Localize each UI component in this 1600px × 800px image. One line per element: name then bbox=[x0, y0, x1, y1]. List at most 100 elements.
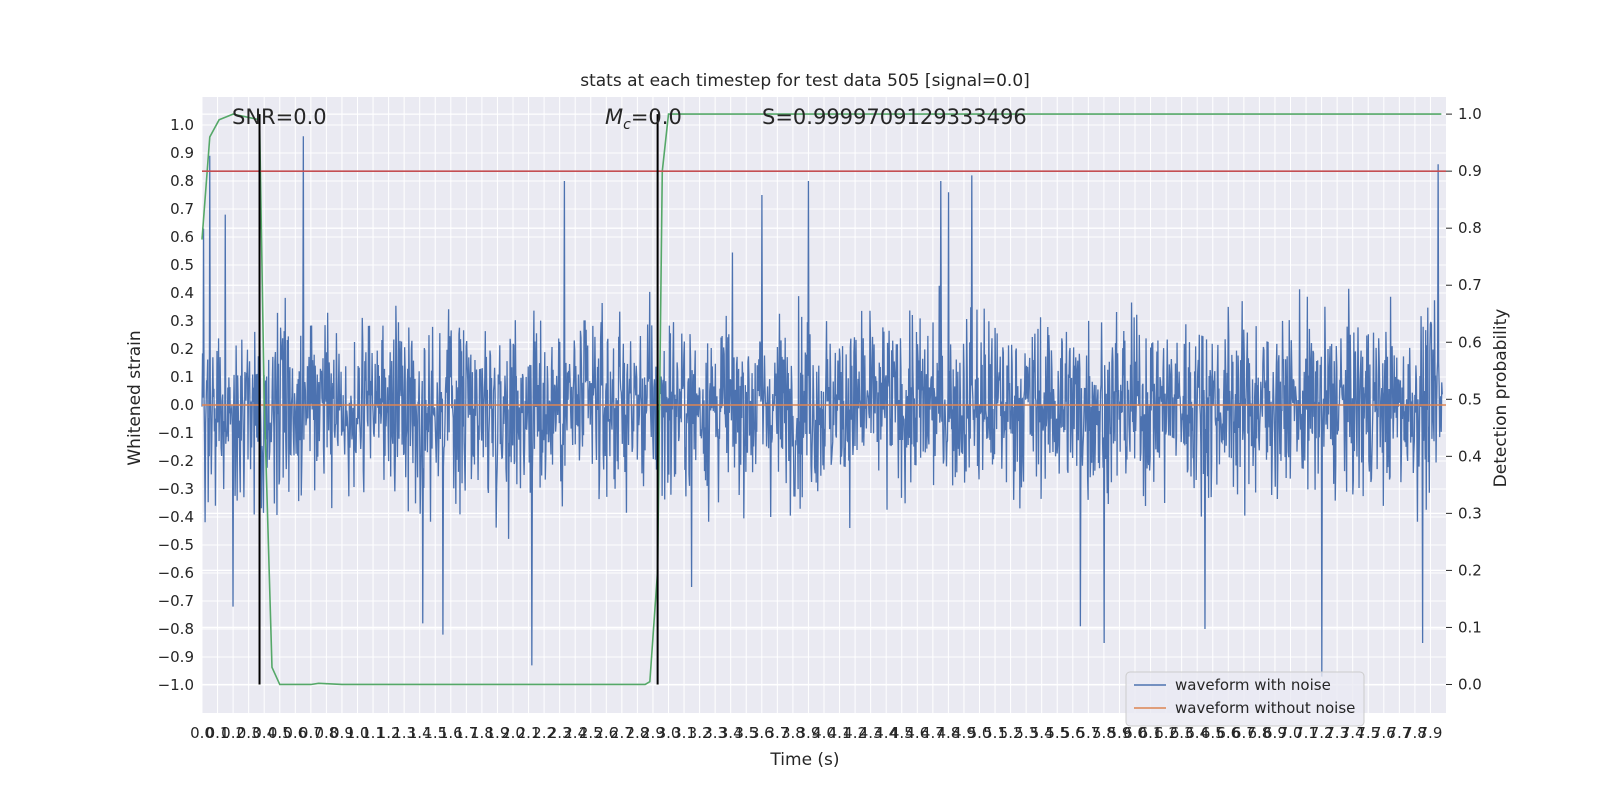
y2-tick-label: 0.8 bbox=[1458, 219, 1482, 237]
x-tick-label: 0.9 bbox=[330, 724, 354, 742]
x-tick-label: 6.9 bbox=[1263, 724, 1287, 742]
x-tick-label: 5.8 bbox=[1092, 724, 1116, 742]
x-tick-label: 7.7 bbox=[1387, 724, 1411, 742]
y-tick-label: 0.0 bbox=[170, 396, 194, 414]
x-tick-label: 2.2 bbox=[532, 724, 556, 742]
x-tick-label: 1.5 bbox=[423, 724, 447, 742]
mc-value: =0.0 bbox=[631, 105, 682, 129]
x-tick-label: 5.3 bbox=[1014, 724, 1038, 742]
x-tick-label: 6.7 bbox=[1232, 724, 1256, 742]
x-tick-label: 6.2 bbox=[1154, 724, 1178, 742]
y2-tick-label: 0.6 bbox=[1458, 333, 1482, 351]
y-tick-label: 0.3 bbox=[170, 312, 194, 330]
y-tick-label: 0.4 bbox=[170, 284, 194, 302]
x-tick-label: 5.1 bbox=[983, 724, 1007, 742]
x-tick-label: 7.8 bbox=[1403, 724, 1427, 742]
x-tick-label: 3.3 bbox=[703, 724, 727, 742]
x-tick-label: 1.2 bbox=[377, 724, 401, 742]
x-tick-label: 0.5 bbox=[268, 724, 292, 742]
y-axis-label: Whitened strain bbox=[125, 330, 145, 465]
x-tick-label: 4.0 bbox=[812, 724, 836, 742]
y2-tick-label: 0.7 bbox=[1458, 276, 1482, 294]
x-tick-label: 3.9 bbox=[797, 724, 821, 742]
y2-tick-label: 1.0 bbox=[1458, 105, 1482, 123]
x-tick-label: 0.8 bbox=[314, 724, 338, 742]
x-tick-label: 2.6 bbox=[594, 724, 618, 742]
x-tick-label: 2.5 bbox=[579, 724, 603, 742]
x-tick-label: 1.7 bbox=[454, 724, 478, 742]
x-tick-label: 4.6 bbox=[905, 724, 929, 742]
y-tick-label: 0.2 bbox=[170, 340, 194, 358]
x-tick-label: 4.2 bbox=[843, 724, 867, 742]
x-tick-label: 4.5 bbox=[890, 724, 914, 742]
y2-tick-label: 0.2 bbox=[1458, 561, 1482, 579]
y-tick-label: −0.3 bbox=[158, 480, 194, 498]
chart-title: stats at each timestep for test data 505… bbox=[580, 71, 1030, 91]
x-tick-label: 1.9 bbox=[486, 724, 510, 742]
x-tick-label: 1.6 bbox=[439, 724, 463, 742]
y2-tick-label: 0.4 bbox=[1458, 447, 1482, 465]
x-tick-label: 5.9 bbox=[1108, 724, 1132, 742]
x-tick-label: 7.5 bbox=[1356, 724, 1380, 742]
y-tick-label: −0.5 bbox=[158, 536, 194, 554]
x-tick-label: 7.4 bbox=[1341, 724, 1365, 742]
x-tick-label: 4.8 bbox=[936, 724, 960, 742]
x-tick-label: 7.1 bbox=[1294, 724, 1318, 742]
y2-tick-label: 0.0 bbox=[1458, 675, 1482, 693]
series-lines bbox=[201, 113, 1446, 686]
y-tick-label: 0.1 bbox=[170, 368, 194, 386]
x-tick-label: 0.3 bbox=[237, 724, 261, 742]
x-tick-label: 7.3 bbox=[1325, 724, 1349, 742]
mc-subscript: c bbox=[623, 117, 631, 133]
x-tick-label: 3.4 bbox=[719, 724, 743, 742]
x-tick-label: 4.9 bbox=[952, 724, 976, 742]
x-tick-label: 7.2 bbox=[1310, 724, 1334, 742]
x-tick-label: 5.2 bbox=[999, 724, 1023, 742]
x-tick-label: 4.4 bbox=[874, 724, 898, 742]
series-waveform-with-noise bbox=[201, 136, 1443, 677]
x-axis-ticks: 0.00.10.20.30.40.50.60.70.80.91.01.11.21… bbox=[190, 724, 1442, 742]
x-tick-label: 5.6 bbox=[1061, 724, 1085, 742]
y2-tick-label: 0.9 bbox=[1458, 162, 1482, 180]
x-tick-label: 7.6 bbox=[1372, 724, 1396, 742]
x-tick-label: 3.7 bbox=[765, 724, 789, 742]
s-annotation: S=0.9999709129333496 bbox=[762, 105, 1027, 129]
legend-label-waveform-without-noise: waveform without noise bbox=[1175, 699, 1355, 717]
y-tick-label: 0.8 bbox=[170, 172, 194, 190]
y-tick-label: 0.6 bbox=[170, 228, 194, 246]
y-tick-label: −0.8 bbox=[158, 620, 194, 638]
x-tick-label: 2.3 bbox=[548, 724, 572, 742]
waveform-with-noise-line bbox=[201, 136, 1443, 677]
x-tick-label: 6.0 bbox=[1123, 724, 1147, 742]
x-tick-label: 0.4 bbox=[252, 724, 276, 742]
x-tick-label: 2.0 bbox=[501, 724, 525, 742]
y2-axis-ticks: 1.0 0.9 0.8 0.7 0.6 0.5 0.4 0.3 0.2 0.1 0.0 bbox=[1446, 105, 1482, 693]
y2-tick-label: 0.1 bbox=[1458, 618, 1482, 636]
x-tick-label: 0.2 bbox=[221, 724, 245, 742]
x-tick-label: 7.0 bbox=[1279, 724, 1303, 742]
y-tick-label: −0.9 bbox=[158, 648, 194, 666]
x-tick-label: 4.1 bbox=[828, 724, 852, 742]
x-tick-label: 6.4 bbox=[1185, 724, 1209, 742]
y2-tick-label: 0.3 bbox=[1458, 504, 1482, 522]
x-tick-label: 3.5 bbox=[734, 724, 758, 742]
y2-tick-label: 0.5 bbox=[1458, 390, 1482, 408]
legend-box bbox=[1125, 671, 1365, 727]
x-tick-label: 1.3 bbox=[392, 724, 416, 742]
x-tick-label: 6.8 bbox=[1247, 724, 1271, 742]
x-axis-label: Time (s) bbox=[769, 750, 839, 770]
x-tick-label: 2.9 bbox=[641, 724, 665, 742]
x-tick-label: 0.6 bbox=[283, 724, 307, 742]
y-tick-label: −0.1 bbox=[158, 424, 194, 442]
y-axis-ticks: 1.0 0.9 0.8 0.7 0.6 0.5 0.4 0.3 0.2 0.1 0.0 −0.1 −0.… bbox=[158, 116, 194, 694]
x-tick-label: 1.0 bbox=[346, 724, 370, 742]
y-tick-label: −0.4 bbox=[158, 508, 194, 526]
x-tick-label: 7.9 bbox=[1419, 724, 1443, 742]
x-tick-label: 5.5 bbox=[1045, 724, 1069, 742]
x-tick-label: 0.1 bbox=[206, 724, 230, 742]
x-tick-label: 1.8 bbox=[470, 724, 494, 742]
x-tick-label: 0.7 bbox=[299, 724, 323, 742]
mc-annotation: Mc=0.0 bbox=[605, 105, 682, 133]
x-tick-label: 5.0 bbox=[968, 724, 992, 742]
